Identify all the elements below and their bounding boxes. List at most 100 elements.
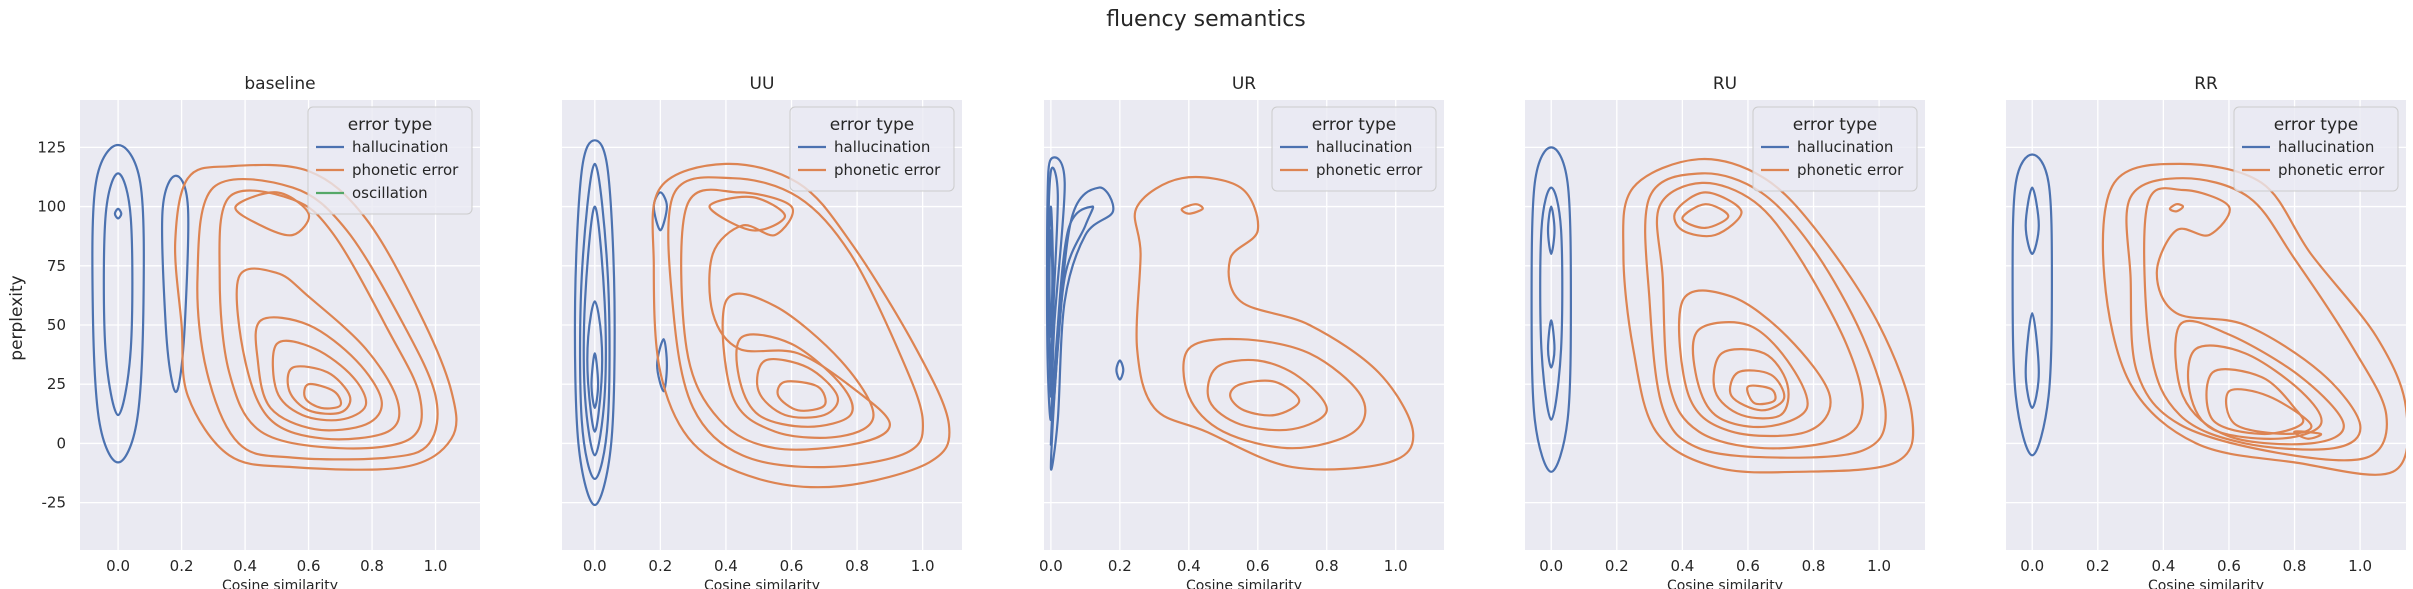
x-tick-label: 0.0 — [106, 557, 130, 575]
legend-entry: phonetic error — [2278, 161, 2385, 179]
contour-phonetic-error — [1182, 337, 1367, 450]
contour-phonetic-error — [1712, 348, 1790, 420]
contour-phonetic-error — [1681, 203, 1730, 230]
legend-entry: hallucination — [834, 138, 930, 156]
legend-box — [2233, 106, 2399, 192]
x-tick-label: 0.0 — [583, 557, 607, 575]
panels: baseline 0.0 0.2 0.4 0.6 0.8 1.0 -25 0 25 50 75 100 1… — [37, 74, 2406, 589]
x-tick-label: 0.8 — [1802, 557, 1826, 575]
contour-phonetic-error — [1673, 191, 1743, 238]
contour-phonetic-error — [2168, 203, 2185, 213]
contour-phonetic-error — [708, 195, 787, 232]
x-tick-label: 1.0 — [424, 557, 448, 575]
contour-hallucination — [1115, 359, 1125, 381]
contour-phonetic-error — [1728, 369, 1786, 412]
legend-box — [307, 106, 473, 215]
x-axis-label: Cosine similarity — [704, 578, 820, 589]
contour-hallucination — [573, 139, 616, 507]
contours — [1045, 156, 1415, 471]
contour-hallucination — [655, 338, 669, 393]
contour-phonetic-error — [196, 177, 439, 461]
contour-hallucination — [1546, 205, 1556, 256]
x-tick-label: 0.2 — [1605, 557, 1629, 575]
legend-title: error type — [1793, 115, 1878, 135]
panel-ur: UR 0.0 0.2 0.4 0.6 0.8 1.0 Cosine similarity err… — [1039, 74, 1444, 589]
contour-hallucination — [1049, 205, 1095, 446]
legend-box — [1271, 106, 1437, 192]
contour-hallucination — [582, 205, 607, 457]
legend-entry: hallucination — [352, 138, 448, 156]
x-tick-label: 0.4 — [2151, 557, 2175, 575]
panel-baseline: baseline 0.0 0.2 0.4 0.6 0.8 1.0 -25 0 25 50 75 100 1… — [37, 74, 480, 589]
x-tick-label: 0.8 — [2283, 557, 2307, 575]
contour-phonetic-error — [1644, 172, 1887, 459]
contour-phonetic-error — [680, 188, 892, 451]
contours — [1530, 146, 1915, 474]
contour-phonetic-error — [1655, 181, 1864, 450]
contour-hallucination — [652, 191, 669, 232]
contour-phonetic-error — [2186, 344, 2323, 440]
panel-ru: RU 0.0 0.2 0.4 0.6 0.8 1.0 Cosine similarity err… — [1525, 74, 1925, 589]
y-tick-label: 75 — [47, 257, 66, 275]
contour-hallucination — [578, 162, 611, 481]
legend-entry: hallucination — [2278, 138, 2374, 156]
contour-hallucination — [91, 143, 145, 464]
y-axis-label: perplexity — [7, 275, 27, 360]
legend-title: error type — [2274, 115, 2359, 135]
x-tick-label: 0.6 — [1736, 557, 1760, 575]
contour-phonetic-error — [721, 292, 875, 439]
panel-uu: UU 0.0 0.2 0.4 0.6 0.8 1.0 Cosine similarity err… — [562, 74, 962, 589]
contour-hallucination — [1045, 156, 1066, 421]
panel-title: baseline — [244, 74, 315, 94]
x-tick-label: 0.0 — [2020, 557, 2044, 575]
panel-title: RR — [2194, 74, 2218, 94]
panel-title: UR — [1232, 74, 1256, 94]
x-tick-label: 0.8 — [360, 557, 384, 575]
contour-hallucination — [1530, 146, 1572, 473]
contour-hallucination — [1048, 229, 1054, 338]
contour-hallucination — [2011, 153, 2053, 457]
legend-entry: phonetic error — [352, 161, 459, 179]
contour-hallucination — [113, 207, 123, 220]
contour-phonetic-error — [2143, 187, 2362, 451]
x-tick-label: 0.0 — [1539, 557, 1563, 575]
legend-title: error type — [1312, 115, 1397, 135]
legend-title: error type — [348, 115, 433, 135]
x-tick-label: 0.0 — [1039, 557, 1063, 575]
contour-phonetic-error — [2293, 430, 2323, 440]
x-axis-label: Cosine similarity — [222, 578, 338, 589]
contour-phonetic-error — [735, 333, 854, 428]
x-tick-label: 0.6 — [780, 557, 804, 575]
y-tick-label: 100 — [37, 198, 66, 216]
x-tick-label: 1.0 — [2348, 557, 2372, 575]
legend-entry: hallucination — [1797, 138, 1893, 156]
contour-hallucination — [590, 352, 600, 410]
legend-box — [789, 106, 955, 192]
panel-title: UU — [750, 74, 775, 94]
contour-phonetic-error — [1206, 358, 1328, 432]
contour-phonetic-error — [1229, 379, 1301, 417]
contour-hallucination — [2024, 186, 2040, 256]
x-tick-label: 1.0 — [1384, 557, 1408, 575]
y-tick-label: 25 — [47, 375, 66, 393]
legend: error type hallucination phonetic error — [1271, 106, 1437, 192]
x-tick-label: 0.4 — [1670, 557, 1694, 575]
contour-phonetic-error — [218, 189, 423, 450]
x-axis-label: Cosine similarity — [1186, 578, 1302, 589]
x-tick-label: 0.4 — [1177, 557, 1201, 575]
legend-entry: phonetic error — [1316, 161, 1423, 179]
x-axis-label: Cosine similarity — [2148, 578, 2264, 589]
x-tick-label: 0.6 — [1246, 557, 1270, 575]
contour-phonetic-error — [1133, 175, 1415, 471]
y-tick-label: 50 — [47, 316, 66, 334]
contour-phonetic-error — [234, 191, 311, 237]
contour-phonetic-error — [2174, 319, 2345, 446]
contour-phonetic-error — [667, 176, 925, 469]
legend: error type hallucination phonetic error — [789, 106, 955, 192]
contour-phonetic-error — [2205, 368, 2305, 436]
contour-phonetic-error — [776, 380, 827, 412]
x-tick-label: 0.2 — [2086, 557, 2110, 575]
legend-box — [1752, 106, 1918, 192]
x-axis-label: Cosine similarity — [1667, 578, 1783, 589]
